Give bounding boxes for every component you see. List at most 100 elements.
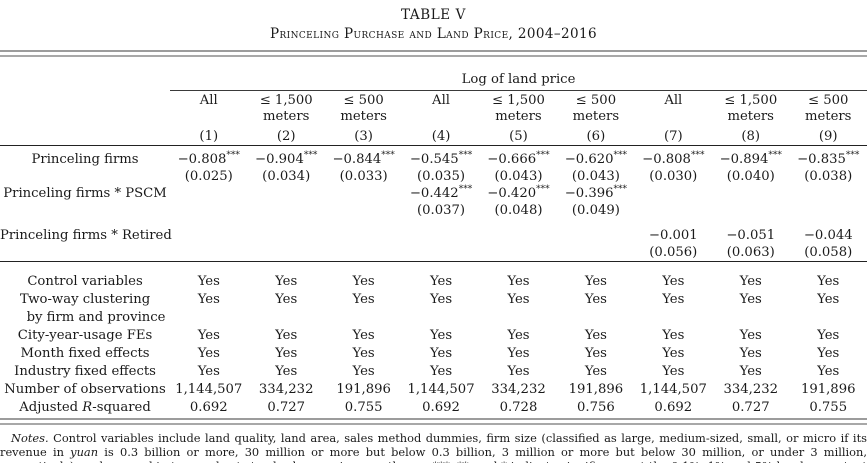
spec-value (170, 309, 247, 327)
column-number: (5) (509, 128, 528, 144)
coef-value (325, 219, 402, 244)
std-error: (0.040) (726, 169, 775, 184)
span-header: Log of land price (170, 61, 867, 91)
significance-stars: *** (458, 184, 473, 195)
table-row (0, 261, 867, 269)
spec-value: Yes (817, 274, 840, 289)
coef-value: −0.545*** (409, 150, 473, 167)
coef-value: −0.666*** (487, 150, 550, 167)
column-header-label: ≤ 500 (575, 93, 617, 108)
significance-stars: *** (303, 150, 318, 161)
std-error (635, 202, 712, 219)
spec-value: Yes (584, 274, 607, 289)
row-label: by firm and province (26, 310, 166, 325)
spec-value: 0.755 (344, 400, 383, 415)
significance-stars: *** (845, 150, 860, 161)
significance-stars: *** (613, 184, 628, 195)
column-header: All (635, 91, 712, 128)
row-label: Princeling firms (31, 152, 139, 167)
corner-cell (0, 91, 170, 128)
column-number: (8) (741, 128, 761, 144)
spec-value: Yes (429, 292, 453, 307)
coef-value (170, 219, 247, 244)
header-rule (0, 145, 867, 151)
spec-value: Yes (817, 292, 840, 307)
column-header-sub: meters (495, 109, 542, 124)
spec-value: 191,896 (336, 382, 391, 397)
row-label-empty (0, 244, 170, 262)
table-row: Log of land price (0, 61, 867, 91)
spec-value: Yes (197, 346, 220, 361)
significance-stars: *** (226, 150, 240, 161)
coef-value: −0.894*** (719, 150, 782, 167)
spec-value: 191,896 (800, 382, 856, 397)
coef-value: −0.442*** (409, 184, 473, 201)
std-error: (0.043) (571, 169, 620, 184)
spec-value: 334,232 (258, 382, 314, 397)
coef-value: −0.044 (803, 228, 853, 243)
std-error (170, 244, 247, 262)
table-row: Princeling firms * PSCM −0.442*** −0.420**… (0, 185, 867, 202)
spec-value: Yes (275, 346, 298, 361)
text: Control variables include land quality, … (0, 431, 867, 459)
column-number: (9) (818, 128, 838, 144)
coef-value: −0.835*** (797, 150, 860, 167)
table-row: Control variables Yes Yes Yes Yes Yes Yes Yes Ye… (0, 269, 867, 291)
spec-value: Yes (429, 274, 453, 289)
table-row: Two-way clustering Yes Yes Yes Yes Yes Yes Yes Y… (0, 291, 867, 309)
spec-value: 1,144,507 (175, 382, 243, 397)
text: Adjusted (19, 400, 83, 415)
spec-value: Yes (197, 328, 220, 343)
column-header-label: All (664, 93, 683, 108)
significance-stars: *** (613, 150, 628, 161)
coef-value (402, 219, 479, 244)
table-subtitle: Princeling Purchase and Land Price, 2004… (270, 26, 597, 42)
coef-value (635, 185, 712, 202)
spec-value: 0.692 (422, 400, 460, 415)
significance-stars: *** (458, 150, 473, 161)
column-header: ≤ 500 meters (789, 91, 867, 128)
row-label: Princeling firms * Retired (0, 228, 172, 243)
spec-value: Yes (352, 328, 375, 343)
coef-value (247, 185, 324, 202)
coef-value (170, 185, 247, 202)
column-header-label: All (432, 93, 451, 108)
spec-value: Yes (429, 364, 453, 379)
coef-value: −0.844*** (332, 150, 395, 167)
significance-stars: *** (536, 150, 550, 161)
spec-value: Yes (197, 364, 220, 379)
significance-stars: *** (768, 150, 782, 161)
coef-value: −0.904*** (255, 150, 318, 167)
spec-value: Yes (739, 328, 762, 343)
std-error: (0.038) (804, 169, 853, 184)
spec-value: 0.727 (267, 400, 306, 415)
table-row: (0.056) (0.063) (0.058) (0, 244, 867, 262)
std-error (789, 202, 867, 219)
table-row: Adjusted R-squared 0.692 0.727 0.755 0.692 0.… (0, 399, 867, 417)
row-label: Industry fixed effects (14, 364, 156, 379)
column-header: ≤ 1,500 meters (712, 91, 789, 128)
spec-value: Yes (507, 364, 530, 379)
table-row (0, 145, 867, 151)
row-label: Two-way clustering (19, 292, 151, 307)
coef-value: −0.620*** (564, 150, 628, 167)
table-row: Month fixed effects Yes Yes Yes Yes Yes Yes Yes… (0, 345, 867, 363)
italic-text: Notes. (11, 431, 49, 445)
spec-value: Yes (662, 364, 685, 379)
spec-value: 0.692 (654, 400, 693, 415)
spec-value (635, 309, 712, 327)
spec-value: 1,144,507 (407, 382, 475, 397)
spec-value: Yes (584, 346, 607, 361)
column-header-sub: meters (804, 109, 852, 124)
coef-value: −0.808*** (642, 150, 705, 167)
row-label: Adjusted R-squared (0, 399, 170, 417)
spec-value: Yes (739, 292, 762, 307)
spec-value: Yes (739, 364, 762, 379)
coef-value: −0.051 (726, 228, 776, 243)
spec-value: Yes (197, 274, 220, 289)
column-header-label: ≤ 1,500 (491, 93, 545, 108)
regression-table: Log of land price All ≤ 1,500 meters ≤ 500 me… (0, 61, 867, 417)
spec-value: 1,144,507 (639, 382, 707, 397)
column-number: (3) (354, 128, 373, 144)
